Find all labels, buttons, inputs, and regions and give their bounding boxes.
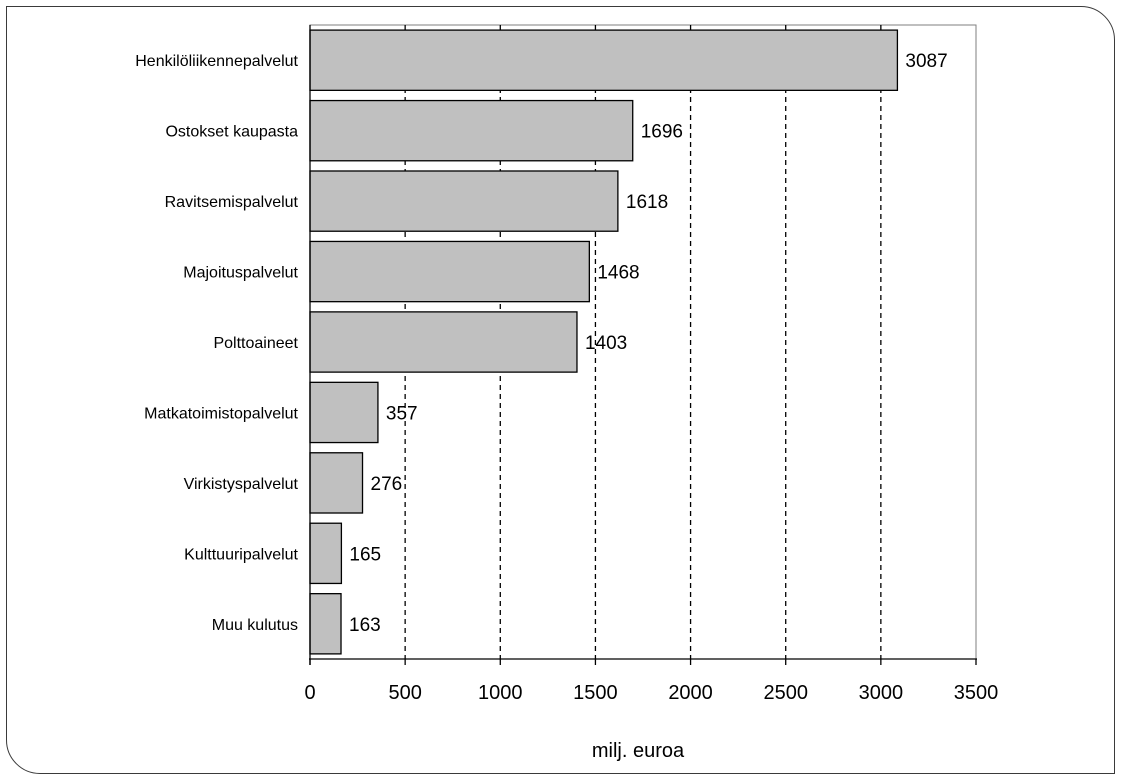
- bar: [309, 240, 590, 303]
- x-axis: 0 500 1000 1500 2000 2500 3000 3500: [304, 25, 998, 704]
- data-label: 1403: [585, 333, 627, 354]
- data-label: 357: [386, 403, 418, 424]
- x-tick-label: 1000: [478, 682, 523, 704]
- x-axis-title: milj. euroa: [592, 740, 685, 762]
- category-label: Virkistyspalvelut: [184, 476, 299, 493]
- data-label: 1468: [597, 263, 639, 284]
- data-label: 3087: [905, 51, 947, 72]
- bar: [309, 522, 343, 585]
- category-label: Ostokset kaupasta: [165, 124, 298, 141]
- category-label: Ravitsemispalvelut: [165, 194, 299, 211]
- bar: [309, 99, 634, 162]
- x-tick-label: 2000: [668, 682, 713, 704]
- bar: [309, 29, 899, 91]
- data-label: 1618: [626, 192, 668, 213]
- data-label: 276: [371, 474, 403, 495]
- category-label: Henkilöliikennepalvelut: [135, 53, 298, 70]
- category-label: Kulttuuripalvelut: [184, 546, 298, 563]
- x-tick-label: 2500: [763, 682, 808, 704]
- x-tick-label: 0: [304, 682, 315, 704]
- category-label: Majoituspalvelut: [183, 265, 298, 282]
- bar: [309, 311, 578, 373]
- bars: [309, 29, 899, 655]
- bar: [309, 170, 619, 232]
- data-labels: 3087 1696 1618 1468 1403 357 276 165 163: [349, 51, 948, 636]
- bar: [309, 381, 379, 444]
- category-label: Matkatoimistopalvelut: [144, 405, 298, 422]
- x-tick-label: 3500: [954, 682, 999, 704]
- data-label: 163: [349, 615, 381, 636]
- category-label: Polttoaineet: [213, 335, 298, 352]
- x-tick-label: 500: [388, 682, 421, 704]
- data-label: 165: [349, 544, 381, 565]
- x-tick-label: 1500: [573, 682, 618, 704]
- category-labels: Henkilöliikennepalvelut Ostokset kaupasta…: [135, 53, 298, 634]
- category-label: Muu kulutus: [212, 617, 298, 634]
- bar: [309, 593, 342, 655]
- data-label: 1696: [641, 122, 683, 143]
- x-tick-label: 3000: [859, 682, 904, 704]
- bar: [309, 452, 364, 514]
